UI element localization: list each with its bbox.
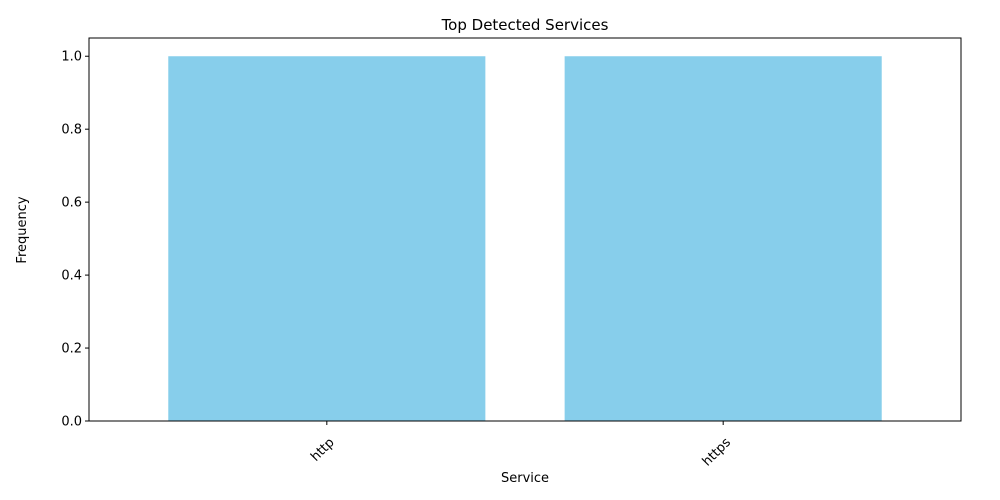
x-axis: http https (308, 421, 734, 469)
x-axis-label: Service (501, 471, 549, 486)
chart-title: Top Detected Services (441, 16, 609, 34)
bars-layer (168, 56, 882, 421)
bar-http (168, 56, 486, 421)
y-tick-label: 1.0 (61, 50, 82, 65)
y-tick-label: 0.6 (61, 196, 82, 211)
x-tick-label: http (308, 435, 337, 464)
y-axis-label: Frequency (15, 196, 30, 263)
x-tick-label: https (700, 435, 734, 469)
y-tick-label: 0.8 (61, 123, 82, 138)
y-tick-label: 0.2 (61, 342, 82, 357)
y-tick-label: 0.4 (61, 269, 82, 284)
y-tick-label: 0.0 (61, 415, 82, 430)
plot-frame (88, 37, 962, 422)
y-axis: 0.0 0.2 0.4 0.6 0.8 1.0 (61, 50, 89, 430)
bar-https (564, 56, 882, 421)
